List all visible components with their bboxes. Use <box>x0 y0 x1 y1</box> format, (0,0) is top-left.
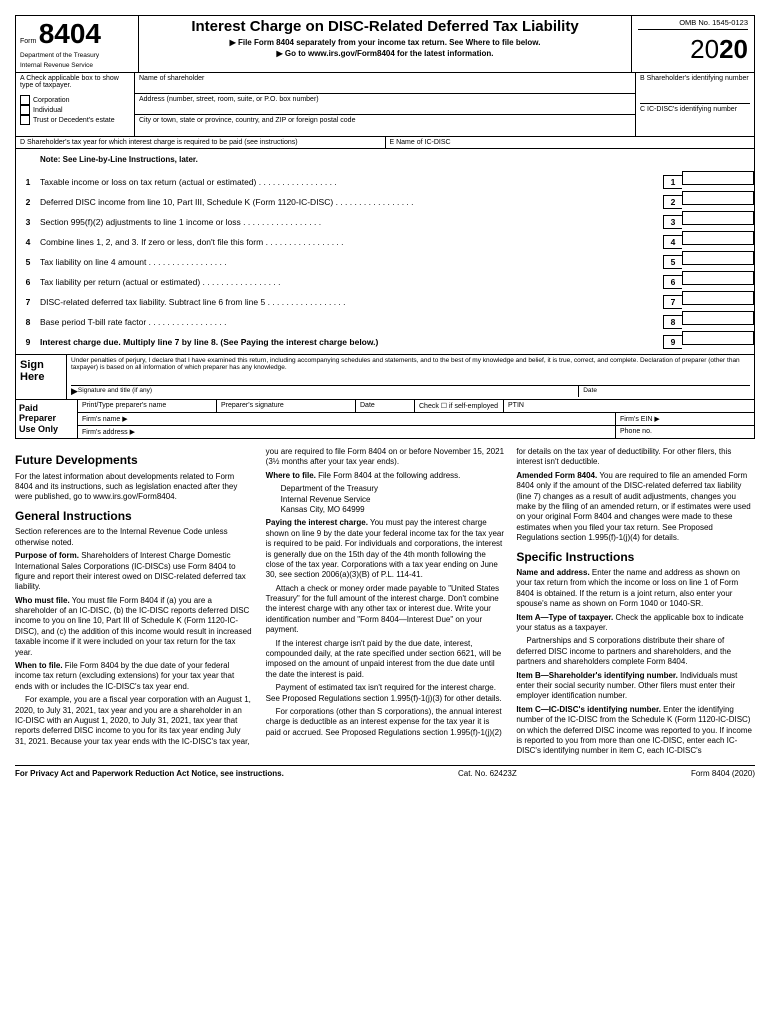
line-5-text: Tax liability on line 4 amount <box>40 257 146 267</box>
h-paying: Paying the interest charge. <box>266 518 368 527</box>
prep-selfemp-field[interactable]: Check ☐ if self-employed <box>415 400 504 412</box>
h-future: Future Developments <box>15 453 254 469</box>
h-itemB: Item B—Shareholder's identifying number. <box>516 671 677 680</box>
sign-here-label: Sign Here <box>16 355 67 399</box>
line-9-text: Interest charge due. Multiply line 7 by … <box>40 337 378 347</box>
prep-name-field[interactable]: Print/Type preparer's name <box>78 400 217 412</box>
calculation-lines: Note: See Line-by-Line Instructions, lat… <box>15 149 755 355</box>
line-1-value[interactable] <box>682 171 754 185</box>
form-title: Interest Charge on DISC-Related Deferred… <box>141 18 629 36</box>
line-9-value[interactable] <box>682 331 754 345</box>
line-8-text: Base period T-bill rate factor <box>40 317 146 327</box>
line-3-text: Section 995(f)(2) adjustments to line 1 … <box>40 217 241 227</box>
subtitle-1: ▶ File Form 8404 separately from your in… <box>141 38 629 47</box>
p-amended: You are required to file an amended Form… <box>516 471 750 542</box>
line-7-text: DISC-related deferred tax liability. Sub… <box>40 297 265 307</box>
sign-date-field[interactable]: Date <box>578 386 750 397</box>
signature-arrow-icon: ▶ <box>71 386 78 397</box>
city-field[interactable]: City or town, state or province, country… <box>135 115 635 135</box>
h-name: Name and address. <box>516 568 589 577</box>
firm-name-field[interactable]: Firm's name ▶ <box>78 413 616 425</box>
col-address: Name of shareholder Address (number, str… <box>135 73 636 136</box>
field-d[interactable]: D Shareholder's tax year for which inter… <box>16 137 386 148</box>
h-general: General Instructions <box>15 509 254 525</box>
h-who: Who must file. <box>15 596 70 605</box>
firm-ein-field[interactable]: Firm's EIN ▶ <box>616 413 754 425</box>
p-future: For the latest information about develop… <box>15 472 254 503</box>
line-6-value[interactable] <box>682 271 754 285</box>
h-specific: Specific Instructions <box>516 550 755 566</box>
line-5-value[interactable] <box>682 251 754 265</box>
signature-field[interactable]: Signature and title (if any) <box>78 386 578 397</box>
line-4-value[interactable] <box>682 231 754 245</box>
firm-addr-field[interactable]: Firm's address ▶ <box>78 426 616 438</box>
footer: For Privacy Act and Paperwork Reduction … <box>15 765 755 778</box>
checkbox-trust[interactable] <box>20 115 30 125</box>
field-e[interactable]: E Name of IC-DISC <box>386 137 755 148</box>
p-paying2: Attach a check or money order made payab… <box>266 584 505 636</box>
prep-sig-field[interactable]: Preparer's signature <box>217 400 356 412</box>
checkbox-corporation[interactable] <box>20 95 30 105</box>
sign-section: Sign Here Under penalties of perjury, I … <box>15 355 755 400</box>
line-1-text: Taxable income or loss on tax return (ac… <box>40 177 256 187</box>
section-a-label: A Check applicable box to show type of t… <box>20 75 130 89</box>
p-paying3: If the interest charge isn't paid by the… <box>266 639 505 681</box>
preparer-label: Paid Preparer Use Only <box>16 400 78 438</box>
form-header: Form 8404 Department of the Treasury Int… <box>15 15 755 72</box>
p-where: File Form 8404 at the following address. <box>316 471 461 480</box>
p-ref: Section references are to the Internal R… <box>15 527 254 548</box>
line-3-value[interactable] <box>682 211 754 225</box>
cb-corp-label: Corporation <box>33 96 70 103</box>
col-taxpayer-type: A Check applicable box to show type of t… <box>16 73 135 136</box>
h-itemA: Item A—Type of taxpayer. <box>516 613 613 622</box>
address-field[interactable]: Address (number, street, room, suite, or… <box>135 94 635 115</box>
form-label: Form <box>20 38 36 45</box>
form-number: 8404 <box>39 18 101 49</box>
name-field[interactable]: Name of shareholder <box>135 73 635 94</box>
checkbox-individual[interactable] <box>20 105 30 115</box>
p-itemA2: Partnerships and S corporations distribu… <box>516 636 755 667</box>
firm-phone-field[interactable]: Phone no. <box>616 426 754 438</box>
line-8-value[interactable] <box>682 311 754 325</box>
footer-cat: Cat. No. 62423Z <box>458 769 517 778</box>
subtitle-2: ▶ Go to www.irs.gov/Form8404 for the lat… <box>141 49 629 58</box>
year-prefix: 20 <box>690 34 719 64</box>
p-paying4: Payment of estimated tax isn't required … <box>266 683 505 704</box>
field-c[interactable]: C IC-DISC's identifying number <box>640 104 750 134</box>
line-2-text: Deferred DISC income from line 10, Part … <box>40 197 333 207</box>
line-4-text: Combine lines 1, 2, and 3. If zero or le… <box>40 237 263 247</box>
dept-line2: Internal Revenue Service <box>20 62 130 70</box>
preparer-section: Paid Preparer Use Only Print/Type prepar… <box>15 400 755 439</box>
omb-number: OMB No. 1545-0123 <box>638 18 748 30</box>
title-box: Interest Charge on DISC-Related Deferred… <box>139 16 631 72</box>
footer-privacy: For Privacy Act and Paperwork Reduction … <box>15 769 284 778</box>
h-amended: Amended Form 8404. <box>516 471 597 480</box>
p-addr: Department of the Treasury Internal Reve… <box>266 484 505 515</box>
section-a: A Check applicable box to show type of t… <box>15 72 755 136</box>
col-ids: B Shareholder's identifying number C IC-… <box>636 73 754 136</box>
line-6-text: Tax liability per return (actual or esti… <box>40 277 200 287</box>
note-text: Note: See Line-by-Line Instructions, lat… <box>16 153 754 170</box>
dept-line1: Department of the Treasury <box>20 52 130 60</box>
line-7-value[interactable] <box>682 291 754 305</box>
footer-form: Form 8404 (2020) <box>691 769 755 778</box>
year-suffix: 20 <box>719 34 748 64</box>
year-box: OMB No. 1545-0123 2020 <box>631 16 754 72</box>
h-where: Where to file. <box>266 471 316 480</box>
prep-ptin-field[interactable]: PTIN <box>504 400 528 412</box>
line-2-value[interactable] <box>682 191 754 205</box>
h-when: When to file. <box>15 661 63 670</box>
h-purpose: Purpose of form. <box>15 551 79 560</box>
instructions: Future Developments For the latest infor… <box>15 447 755 757</box>
form-number-box: Form 8404 Department of the Treasury Int… <box>16 16 139 72</box>
field-b[interactable]: B Shareholder's identifying number <box>640 75 750 104</box>
prep-date-field[interactable]: Date <box>356 400 415 412</box>
h-itemC: Item C—IC-DISC's identifying number. <box>516 705 661 714</box>
row-de: D Shareholder's tax year for which inter… <box>15 136 755 149</box>
p-paying: You must pay the interest charge shown o… <box>266 518 504 579</box>
perjury-text: Under penalties of perjury, I declare th… <box>71 357 750 371</box>
cb-trust-label: Trust or Decedent's estate <box>33 116 115 123</box>
cb-ind-label: Individual <box>33 106 63 113</box>
